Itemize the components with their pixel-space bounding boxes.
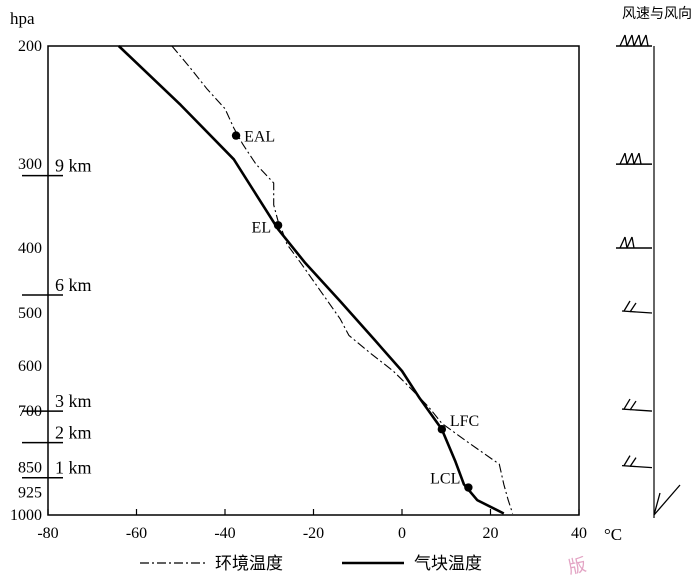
level-markers: EAL EL LFC LCL <box>231 129 479 492</box>
pressure-unit-label: hpa <box>10 9 35 28</box>
pressure-tick-label: 850 <box>18 460 42 477</box>
watermark-stamp: 版 <box>566 555 588 576</box>
wind-title: 风速与风向 <box>622 6 692 22</box>
marker-label-eal: EAL <box>244 129 275 146</box>
marker-label-el: EL <box>252 219 272 236</box>
marker-point-eal <box>231 131 241 140</box>
wind-barbs <box>616 34 681 516</box>
x-tick-label: 20 <box>483 525 499 542</box>
pressure-tick-label: 500 <box>18 305 42 322</box>
marker-point-lcl <box>464 483 473 492</box>
x-tick-label: 0 <box>398 525 406 542</box>
x-tick-label: -20 <box>303 525 324 542</box>
temperature-profiles <box>117 45 514 515</box>
height-mark-label: 3 km <box>55 391 92 411</box>
x-tick-label: -60 <box>126 525 147 542</box>
pressure-tick-label: 200 <box>18 38 42 55</box>
temperature-unit-label: °C <box>604 525 622 544</box>
height-mark-label: 1 km <box>55 458 92 478</box>
legend-label: 环境温度 <box>215 554 283 574</box>
height-mark-label: 6 km <box>55 275 92 295</box>
x-tick-label: -40 <box>214 525 235 542</box>
wind-barb <box>621 300 653 314</box>
height-mark-label: 9 km <box>55 156 92 176</box>
height-marks: 9 km 6 km 3 km 2 km 1 km <box>22 156 92 479</box>
wind-barb <box>621 398 653 412</box>
environment-temperature-line <box>171 45 514 514</box>
marker-point-lfc <box>437 425 447 434</box>
marker-label-lfc: LFC <box>450 413 479 430</box>
x-tick-label: 40 <box>571 525 587 542</box>
height-mark-label: 2 km <box>55 423 92 443</box>
pressure-tick-label: 925 <box>18 484 42 501</box>
wind-barb <box>616 236 652 249</box>
wind-barb <box>621 455 653 469</box>
pressure-tick-label: 600 <box>18 358 42 375</box>
legend-label: 气块温度 <box>414 554 482 574</box>
marker-point-el <box>273 221 283 230</box>
x-axis: -80 -60 -40 -20 0 20 40 <box>37 509 587 542</box>
wind-barb <box>616 34 652 47</box>
pressure-tick-label: 400 <box>18 240 42 257</box>
pressure-tick-label: 1000 <box>10 507 42 524</box>
pressure-tick-label: 300 <box>18 156 42 173</box>
parcel-temperature-line <box>117 45 505 515</box>
legend: 环境温度 气块温度 <box>140 554 482 574</box>
wind-barb <box>616 152 652 165</box>
wind-barb <box>653 484 681 516</box>
x-tick-label: -80 <box>37 525 58 542</box>
marker-label-lcl: LCL <box>430 471 460 488</box>
